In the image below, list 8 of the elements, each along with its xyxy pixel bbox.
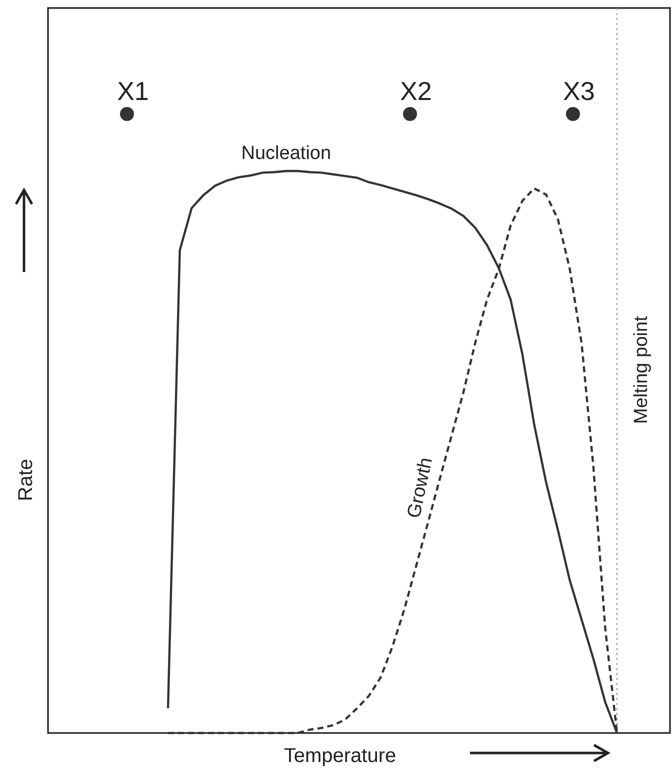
text: Melting point (631, 316, 652, 424)
text: X1 (117, 76, 149, 106)
text: Growth (404, 456, 438, 520)
text: Rate (15, 458, 37, 502)
x-axis-title: Temperature (284, 745, 396, 767)
series-label: Nucleation (241, 142, 332, 164)
text: X3 (563, 76, 595, 106)
text: X2 (400, 76, 432, 106)
